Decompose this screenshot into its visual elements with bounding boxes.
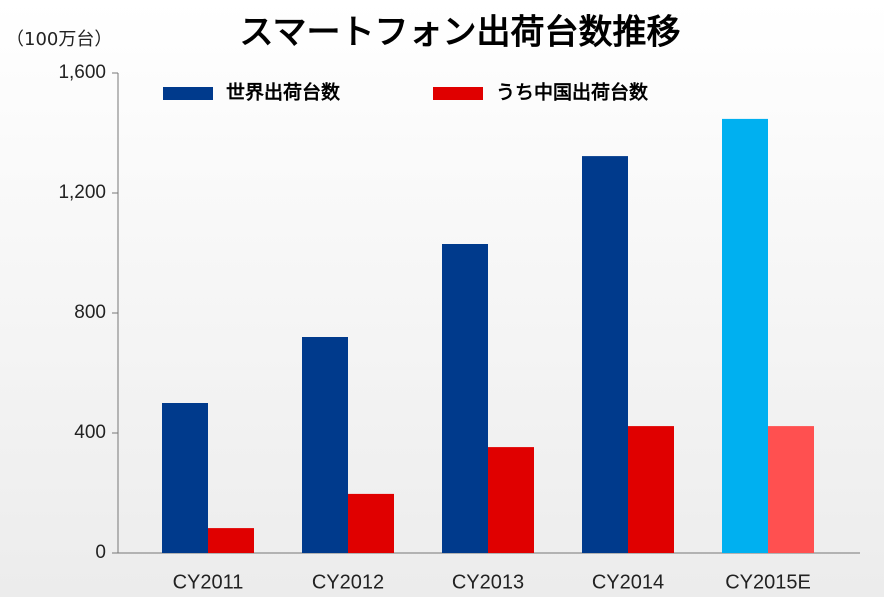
legend-swatch bbox=[163, 87, 213, 100]
x-tick-label: CY2014 bbox=[592, 571, 664, 593]
bar bbox=[208, 528, 254, 553]
y-tick-label: 0 bbox=[95, 542, 106, 563]
chart-title: スマートフォン出荷台数推移 bbox=[240, 13, 681, 53]
bar bbox=[162, 403, 208, 553]
x-tick-label: CY2011 bbox=[173, 571, 244, 593]
bar bbox=[768, 426, 814, 553]
x-tick-label: CY2012 bbox=[312, 571, 384, 593]
bar bbox=[442, 244, 488, 553]
x-tick-label: CY2015E bbox=[725, 571, 811, 593]
legend-swatch bbox=[433, 87, 483, 100]
bar bbox=[302, 337, 348, 553]
y-axis-label: （100万台） bbox=[6, 29, 112, 50]
y-tick-label: 800 bbox=[74, 302, 106, 323]
legend-label: 世界出荷台数 bbox=[226, 81, 341, 104]
bar bbox=[628, 426, 674, 553]
y-tick-label: 1,200 bbox=[58, 182, 106, 203]
bar bbox=[488, 447, 534, 553]
legend-label: うち中国出荷台数 bbox=[496, 81, 649, 104]
bar bbox=[582, 156, 628, 553]
bar bbox=[348, 493, 394, 553]
bar bbox=[722, 118, 768, 554]
y-tick-label: 1,600 bbox=[58, 62, 106, 83]
x-tick-label: CY2013 bbox=[452, 571, 524, 593]
y-tick-label: 400 bbox=[74, 422, 106, 443]
